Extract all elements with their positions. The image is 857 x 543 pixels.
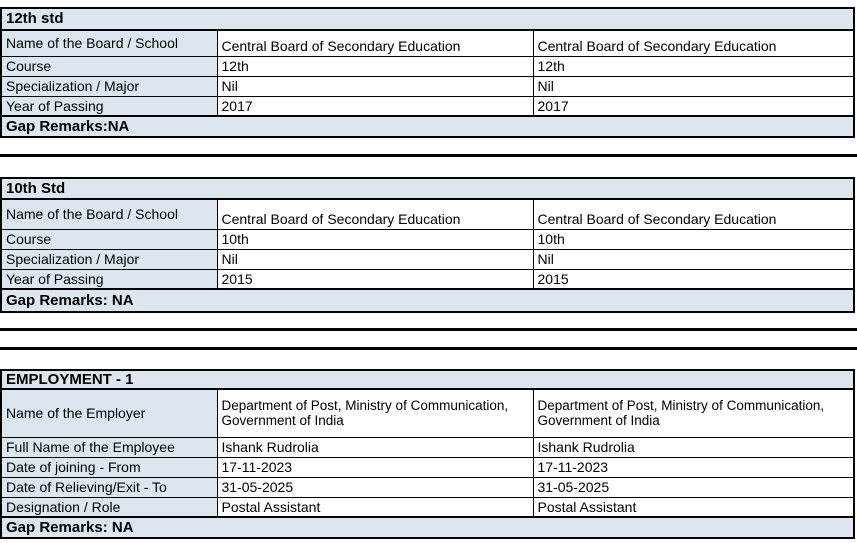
row-label: Name of the Employer: [0, 388, 218, 438]
row-value-2: Nil: [532, 75, 855, 97]
row-label: Designation / Role: [0, 496, 218, 518]
education-employment-sheet: 12th std Name of the Board / School Cent…: [0, 7, 857, 543]
row-value-2: Central Board of Secondary Education: [532, 29, 855, 57]
row-value-1: 2017: [216, 95, 534, 117]
row-value-2: Central Board of Secondary Education: [532, 198, 855, 230]
row-value-1: Nil: [216, 75, 534, 97]
gap-remarks-row: Gap Remarks: NA: [0, 516, 855, 539]
row-value-2: 12th: [532, 55, 855, 77]
row-value-2: 10th: [532, 228, 855, 250]
table-row: Specialization / Major Nil Nil: [0, 248, 855, 270]
gap-remarks-row: Gap Remarks: NA: [0, 288, 855, 313]
table-12th-std: 12th std Name of the Board / School Cent…: [0, 7, 856, 138]
row-value-2: 31-05-2025: [532, 476, 855, 498]
table-10th-std: 10th Std Name of the Board / School Cent…: [0, 177, 855, 313]
row-value-2: 2017: [532, 95, 855, 117]
section-header-row: 10th Std: [0, 177, 855, 200]
section-title: 12th std: [0, 7, 855, 31]
row-value-2: Ishank Rudrolia: [532, 436, 855, 458]
row-value-2: Nil: [532, 248, 855, 270]
table-employment-1: EMPLOYMENT - 1 Name of the Employer Depa…: [0, 369, 856, 539]
row-label: Name of the Board / School: [0, 29, 218, 57]
section-divider-strip: [0, 328, 857, 350]
row-value-1: 2015: [216, 268, 534, 290]
table-row: Course 10th 10th: [0, 228, 855, 250]
section-header-row: 12th std: [0, 7, 855, 31]
row-label: Name of the Board / School: [0, 198, 218, 230]
row-value-2: 2015: [532, 268, 855, 290]
table-row: Specialization / Major Nil Nil: [0, 75, 855, 97]
table-row: Designation / Role Postal Assistant Post…: [0, 496, 855, 518]
row-label: Specialization / Major: [0, 75, 218, 97]
section-title: 10th Std: [0, 177, 855, 200]
row-value-1: Department of Post, Ministry of Communic…: [216, 388, 534, 438]
row-value-1: Ishank Rudrolia: [216, 436, 534, 458]
row-value-1: 17-11-2023: [216, 456, 534, 478]
table-row: Name of the Board / School Central Board…: [0, 29, 855, 57]
table-row: Name of the Employer Department of Post,…: [0, 388, 855, 438]
row-label: Course: [0, 228, 218, 250]
row-value-1: Central Board of Secondary Education: [216, 29, 534, 57]
gap-remarks: Gap Remarks: NA: [0, 288, 855, 313]
table-row: Name of the Board / School Central Board…: [0, 198, 855, 230]
section-title: EMPLOYMENT - 1: [0, 369, 855, 390]
row-label: Date of joining - From: [0, 456, 218, 478]
table-row: Full Name of the Employee Ishank Rudroli…: [0, 436, 855, 458]
section-header-row: EMPLOYMENT - 1: [0, 369, 855, 390]
row-label: Year of Passing: [0, 95, 218, 117]
row-value-2: 17-11-2023: [532, 456, 855, 478]
row-value-1: 10th: [216, 228, 534, 250]
table-row: Date of Relieving/Exit - To 31-05-2025 3…: [0, 476, 855, 498]
table-row: Course 12th 12th: [0, 55, 855, 77]
row-value-2: Postal Assistant: [532, 496, 855, 518]
table-row: Date of joining - From 17-11-2023 17-11-…: [0, 456, 855, 478]
row-value-1: Nil: [216, 248, 534, 270]
row-label: Specialization / Major: [0, 248, 218, 270]
row-value-1: Central Board of Secondary Education: [216, 198, 534, 230]
row-value-1: 12th: [216, 55, 534, 77]
row-label: Full Name of the Employee: [0, 436, 218, 458]
table-row: Year of Passing 2017 2017: [0, 95, 855, 117]
gap-remarks-row: Gap Remarks:NA: [0, 115, 855, 138]
row-label: Year of Passing: [0, 268, 218, 290]
row-value-1: 31-05-2025: [216, 476, 534, 498]
row-value-2: Department of Post, Ministry of Communic…: [532, 388, 855, 438]
row-label: Course: [0, 55, 218, 77]
table-row: Year of Passing 2015 2015: [0, 268, 855, 290]
gap-remarks: Gap Remarks: NA: [0, 516, 855, 539]
row-value-1: Postal Assistant: [216, 496, 534, 518]
gap-remarks: Gap Remarks:NA: [0, 115, 855, 138]
section-divider-line: [0, 154, 857, 157]
row-label: Date of Relieving/Exit - To: [0, 476, 218, 498]
